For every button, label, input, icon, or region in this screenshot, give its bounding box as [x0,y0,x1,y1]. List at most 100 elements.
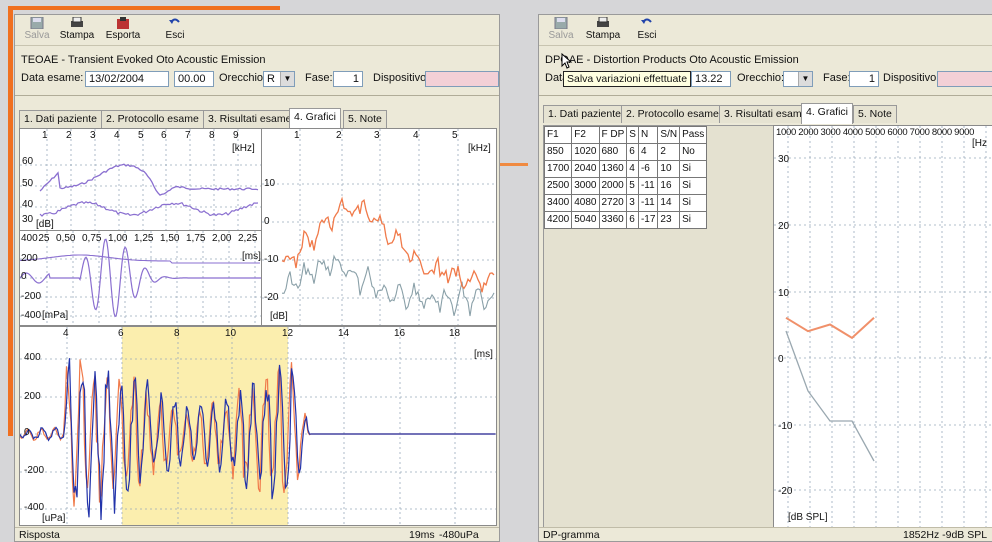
table-row[interactable]: 2500 3000 2000 5 -11 16 Si [543,177,708,195]
dpoae-window: Salva Stampa Esci DPOAE - Distortion Pro… [538,14,992,542]
noise-trace [39,201,259,217]
table-row[interactable]: 1700 2040 1360 4 -6 10 Si [543,160,708,178]
table-cell: 6 [626,143,639,161]
tab-notes[interactable]: 5. Note [343,110,387,128]
ms-tick: 1,50 [160,233,180,244]
db-tick: 30 [22,214,34,225]
table-cell: Si [679,194,708,212]
device-field[interactable] [937,71,992,87]
status-time: 19ms [409,529,435,541]
table-cell: Si [679,177,708,195]
ms-tick: 0,75 [82,233,102,244]
db-unit: [dB] [36,219,54,230]
tab-graphs[interactable]: 4. Grafici [801,103,854,124]
khz-tick: 3 [374,130,380,141]
export-label: Esporta [105,30,141,41]
table-header-row: F1 F2 F DP S N S/N Pass [543,126,708,144]
right-separator [539,95,992,96]
save-label: Salva [24,30,50,41]
column-header: F DP [598,126,628,144]
table-cell: 1700 [543,160,573,178]
ear-select-value: R [267,73,275,85]
dp-signal-line [785,316,875,340]
spectrum-top-grid [20,129,262,231]
upa-tick: -400 [24,502,45,513]
upa-tick: 400 [24,352,41,363]
db-tick: 10 [264,178,276,189]
table-cell: 2500 [543,177,573,195]
column-header: F2 [571,126,600,144]
khz-tick: 3 [90,130,96,141]
exam-time-field[interactable]: 00.00 [174,71,214,87]
table-cell: Si [679,160,708,178]
table-row[interactable]: 3400 4080 2720 3 -11 14 Si [543,194,708,212]
ms-unit: [ms] [474,349,493,360]
khz-tick: 2 [336,130,342,141]
tab-exam-protocol[interactable]: 2. Protocollo esame [101,110,204,128]
db-unit: [dB] [270,311,288,322]
tab-exam-protocol[interactable]: 2. Protocollo esame [621,105,724,123]
ear-select[interactable]: ▼ [783,71,813,87]
export-icon [117,17,129,29]
exam-date-label: Data esame: [21,72,84,84]
ms-tick: 12 [282,328,294,339]
status-value: -480uPa [439,529,479,541]
column-header: N [637,126,659,144]
phase-field[interactable]: 1 [849,71,879,87]
exam-date-field[interactable]: 13/02/2004 [85,71,169,87]
save-button[interactable]: Salva [17,17,57,41]
table-cell: 4 [626,160,639,178]
ear-label: Orecchio: [219,72,267,84]
ms-tick: 4 [63,328,69,339]
table-row[interactable]: 850 1020 680 6 4 2 No [543,143,708,161]
chevron-down-icon[interactable]: ▼ [798,72,812,86]
column-header: Pass [679,126,708,144]
table-cell: No [679,143,708,161]
tab-exam-results[interactable]: 3. Risultati esame [719,105,813,123]
db-tick: 60 [22,156,34,167]
save-tooltip: Salva variazioni effettuate [563,71,692,87]
table-row[interactable]: 4200 5040 3360 6 -17 23 Si [543,211,708,229]
ms-tick: 6 [118,328,124,339]
dp-gram-plot: 1000 2000 3000 4000 5000 6000 7000 8000 … [773,125,992,529]
mpa-tick: 200 [21,253,38,264]
table-cell: 850 [543,143,573,161]
column-header: S [626,126,639,144]
table-cell: -11 [637,194,659,212]
right-toolbar: Salva Stampa Esci [539,15,992,46]
printer-icon [71,17,83,27]
spectrum-plot-top: 1 2 3 4 5 6 7 8 9 [kHz] 60 50 40 30 [dB] [19,128,263,232]
ms-tick: 1,75 [186,233,206,244]
left-separator [15,95,499,96]
undo-arrow-icon [641,18,652,24]
table-cell: -17 [637,211,659,229]
tab-patient-data[interactable]: 1. Dati paziente [19,110,102,128]
phase-field[interactable]: 1 [333,71,363,87]
khz-tick: 4 [114,130,120,141]
device-field[interactable] [425,71,499,87]
tab-patient-data[interactable]: 1. Dati paziente [543,105,626,123]
upa-tick: 0 [24,427,30,438]
noise-floor-line [785,330,875,462]
save-label: Salva [548,30,574,41]
exit-button[interactable]: Esci [627,17,667,41]
exam-title: TEOAE - Transient Evoked Oto Acoustic Em… [21,54,266,66]
printer-icon [597,17,609,27]
chevron-down-icon[interactable]: ▼ [280,72,294,86]
print-button[interactable]: Stampa [583,17,623,41]
tab-exam-results[interactable]: 3. Risultati esame [203,110,297,128]
tab-graphs[interactable]: 4. Grafici [289,108,342,129]
left-toolbar: Salva Stampa Esporta Esci [15,15,499,46]
export-button[interactable]: Esporta [103,17,143,41]
table-cell: 2 [657,143,681,161]
print-button[interactable]: Stampa [57,17,97,41]
table-cell: 2720 [598,194,628,212]
tab-notes[interactable]: 5. Note [853,105,897,123]
ear-select[interactable]: R ▼ [263,71,295,87]
hz-unit: [Hz [972,138,987,149]
exam-time-field[interactable]: 13.22 [691,71,731,87]
exit-button[interactable]: Esci [155,17,195,41]
mouse-cursor-icon [561,53,573,69]
save-button[interactable]: Salva [541,17,581,41]
db-spl-tick: 20 [778,221,790,232]
